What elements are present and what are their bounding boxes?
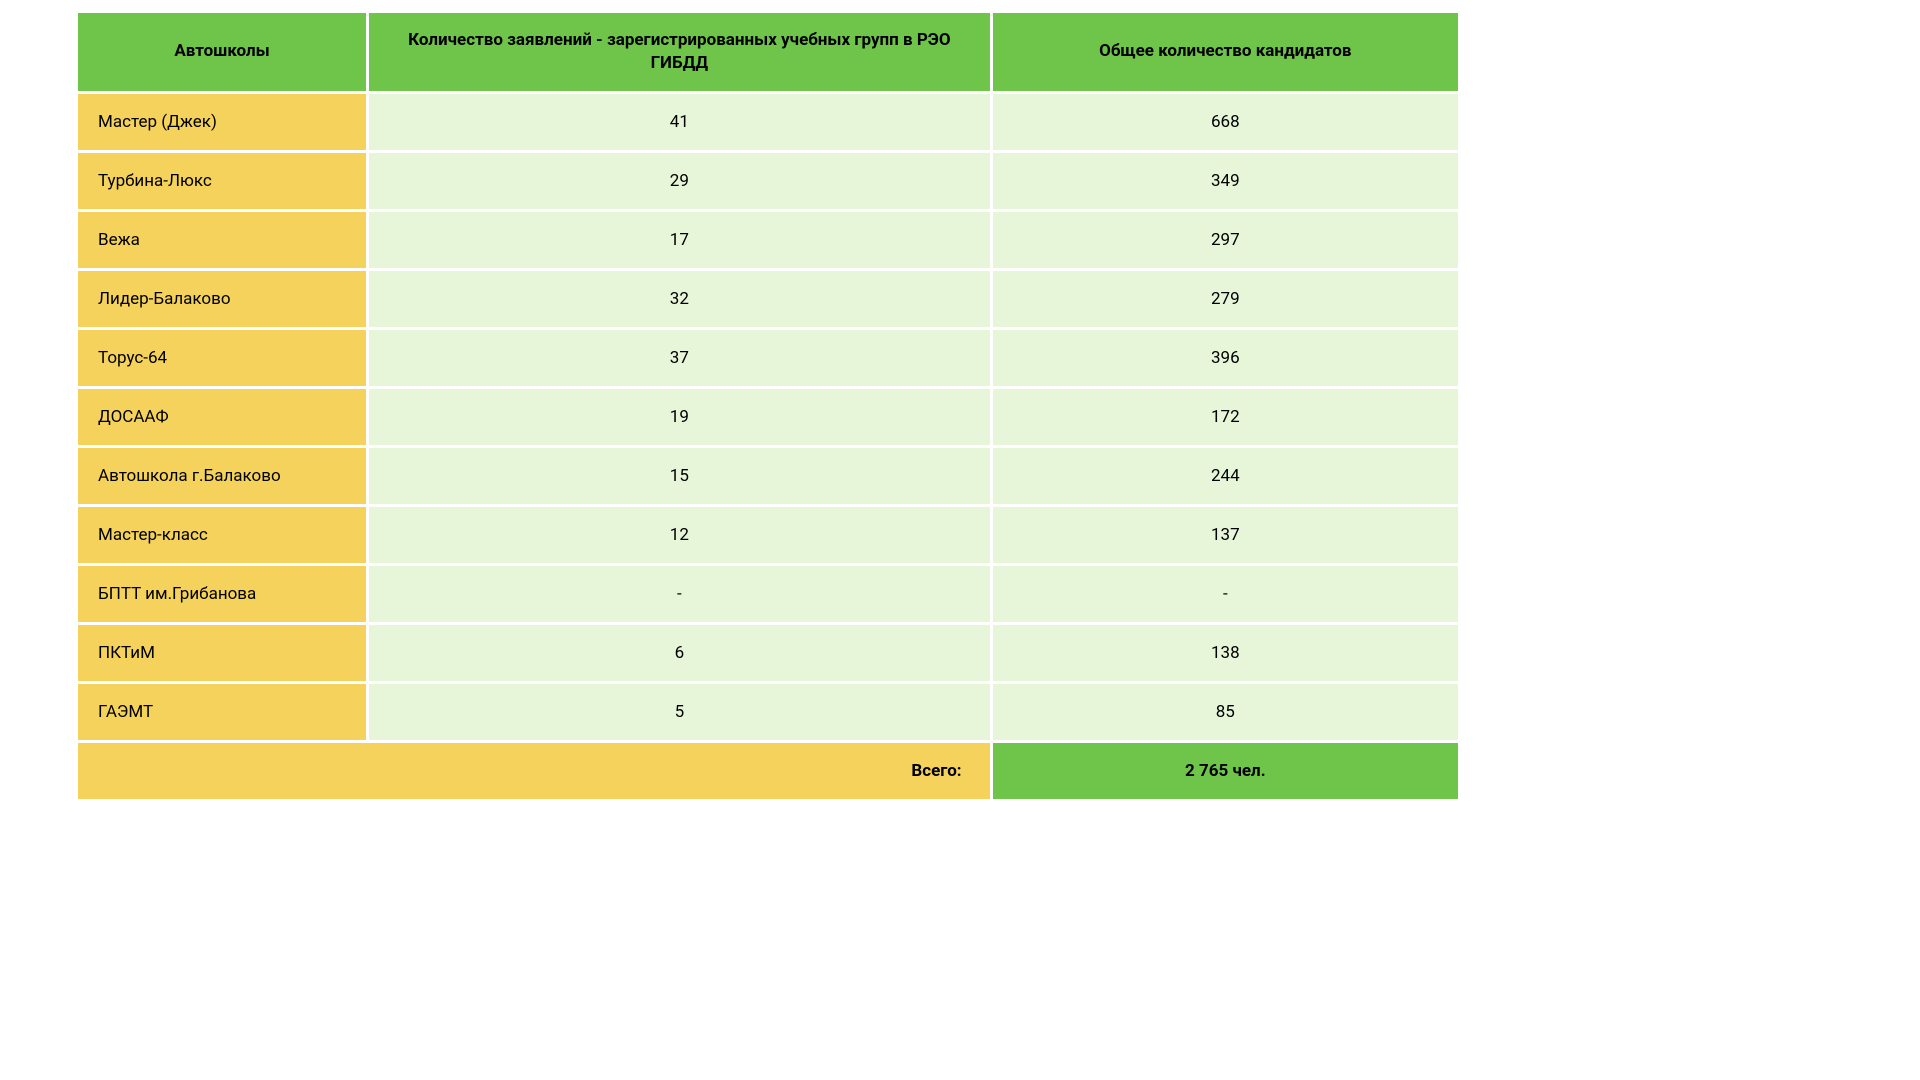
cell-school-name: Мастер (Джек) xyxy=(78,94,366,150)
col-header-candidates: Общее количество кандидатов xyxy=(993,13,1458,91)
cell-groups: 29 xyxy=(369,153,990,209)
col-header-schools: Автошколы xyxy=(78,13,366,91)
cell-school-name: Турбина-Люкс xyxy=(78,153,366,209)
cell-school-name: Автошкола г.Балаково xyxy=(78,448,366,504)
cell-groups: 5 xyxy=(369,684,990,740)
cell-groups: 6 xyxy=(369,625,990,681)
cell-groups: 41 xyxy=(369,94,990,150)
cell-school-name: ГАЭМТ xyxy=(78,684,366,740)
cell-candidates: 137 xyxy=(993,507,1458,563)
cell-candidates: 349 xyxy=(993,153,1458,209)
table-row: БПТТ им.Грибанова-- xyxy=(78,566,1458,622)
cell-candidates: 279 xyxy=(993,271,1458,327)
table-row: Мастер-класс12137 xyxy=(78,507,1458,563)
cell-school-name: ДОСААФ xyxy=(78,389,366,445)
col-header-groups: Количество заявлений - зарегистрированны… xyxy=(369,13,990,91)
table-row: Вежа17297 xyxy=(78,212,1458,268)
cell-groups: 19 xyxy=(369,389,990,445)
cell-groups: 15 xyxy=(369,448,990,504)
cell-school-name: БПТТ им.Грибанова xyxy=(78,566,366,622)
cell-candidates: 85 xyxy=(993,684,1458,740)
total-value: 2 765 чел. xyxy=(993,743,1458,799)
table-row: Турбина-Люкс29349 xyxy=(78,153,1458,209)
cell-groups: 32 xyxy=(369,271,990,327)
table-row: ГАЭМТ585 xyxy=(78,684,1458,740)
table-row: ПКТиМ6138 xyxy=(78,625,1458,681)
table-row: ДОСААФ19172 xyxy=(78,389,1458,445)
cell-groups: 12 xyxy=(369,507,990,563)
table-row: Автошкола г.Балаково15244 xyxy=(78,448,1458,504)
total-label: Всего: xyxy=(78,743,990,799)
cell-candidates: 138 xyxy=(993,625,1458,681)
cell-school-name: Мастер-класс xyxy=(78,507,366,563)
cell-candidates: 396 xyxy=(993,330,1458,386)
table-row: Лидер-Балаково32279 xyxy=(78,271,1458,327)
cell-school-name: Вежа xyxy=(78,212,366,268)
table-row: Торус-6437396 xyxy=(78,330,1458,386)
cell-school-name: Лидер-Балаково xyxy=(78,271,366,327)
cell-groups: 17 xyxy=(369,212,990,268)
cell-groups: - xyxy=(369,566,990,622)
cell-candidates: 668 xyxy=(993,94,1458,150)
cell-school-name: ПКТиМ xyxy=(78,625,366,681)
table-total-row: Всего: 2 765 чел. xyxy=(78,743,1458,799)
driving-schools-table: Автошколы Количество заявлений - зарегис… xyxy=(75,10,1461,802)
cell-candidates: 172 xyxy=(993,389,1458,445)
cell-candidates: 244 xyxy=(993,448,1458,504)
table-row: Мастер (Джек)41668 xyxy=(78,94,1458,150)
cell-candidates: 297 xyxy=(993,212,1458,268)
cell-school-name: Торус-64 xyxy=(78,330,366,386)
cell-candidates: - xyxy=(993,566,1458,622)
table-header-row: Автошколы Количество заявлений - зарегис… xyxy=(78,13,1458,91)
cell-groups: 37 xyxy=(369,330,990,386)
